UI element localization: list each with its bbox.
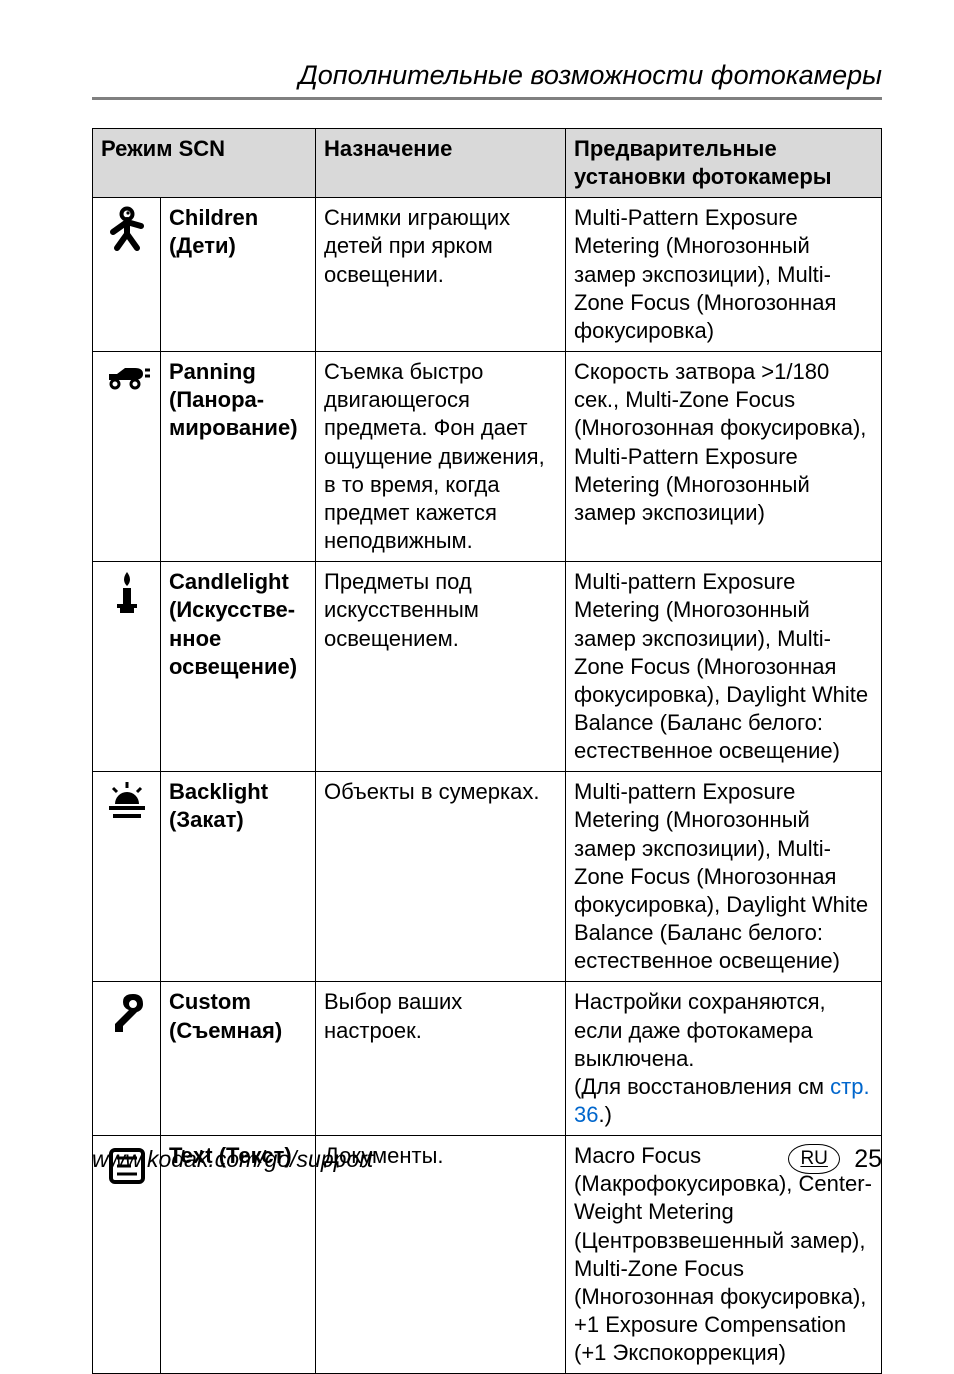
- children-icon: [103, 204, 151, 252]
- page-header: Дополнительные возможности фотокамеры: [92, 60, 882, 100]
- mode-name: Candlelight (Искусстве­нное освещение): [169, 569, 297, 678]
- table-row: Panning (Панора­мирование) Съемка быстро…: [93, 352, 882, 562]
- table-row: Custom (Съемная) Выбор ваших настроек. Н…: [93, 982, 882, 1136]
- th-purpose: Назначение: [316, 129, 566, 198]
- purpose-cell: Выбор ваших настроек.: [316, 982, 566, 1136]
- footer-right: RU 25: [788, 1144, 882, 1174]
- th-preset: Предварительные установки фотокамеры: [566, 129, 882, 198]
- purpose-cell: Предметы под искусственным освещением.: [316, 562, 566, 772]
- preset-text-pre: Настройки сохраняются, если даже фотокам…: [574, 989, 830, 1098]
- preset-cell: Multi-Pattern Exposure Metering (Многозо…: [566, 198, 882, 352]
- mode-name-cell: Custom (Съемная): [161, 982, 316, 1136]
- page-number: 25: [854, 1145, 882, 1174]
- table-header-row: Режим SCN Назначение Предварительные уст…: [93, 129, 882, 198]
- scn-modes-table: Режим SCN Назначение Предварительные уст…: [92, 128, 882, 1374]
- mode-name-cell: Candlelight (Искусстве­нное освещение): [161, 562, 316, 772]
- language-badge: RU: [788, 1144, 840, 1174]
- purpose-cell: Съемка быстро двигающегося предмета. Фон…: [316, 352, 566, 562]
- panning-icon: [103, 358, 151, 406]
- mode-name: Custom (Съемная): [169, 989, 282, 1042]
- mode-icon-cell: [93, 198, 161, 352]
- section-title: Дополнительные возможности фотокамеры: [299, 60, 882, 91]
- table-row: Children (Дети) Снимки играющих детей пр…: [93, 198, 882, 352]
- mode-name: Panning (Панора­мирование): [169, 359, 298, 440]
- preset-cell: Скорость затвора >1/180 сек., Multi-Zone…: [566, 352, 882, 562]
- mode-name-cell: Panning (Панора­мирование): [161, 352, 316, 562]
- page-footer: www.kodak.com/go/support RU 25: [92, 1144, 882, 1174]
- purpose-cell: Снимки играющих детей при ярком освещени…: [316, 198, 566, 352]
- mode-icon-cell: [93, 562, 161, 772]
- th-mode: Режим SCN: [93, 129, 316, 198]
- table-row: Candlelight (Искусстве­нное освещение) П…: [93, 562, 882, 772]
- preset-text-post: .): [598, 1102, 611, 1127]
- mode-name: Children (Дети): [169, 205, 258, 258]
- mode-icon-cell: [93, 772, 161, 982]
- preset-cell: Настройки сохраняются, если даже фотокам…: [566, 982, 882, 1136]
- backlight-icon: [103, 778, 151, 826]
- mode-name: Backlight (Закат): [169, 779, 268, 832]
- purpose-cell: Объекты в сумерках.: [316, 772, 566, 982]
- candle-icon: [103, 568, 151, 616]
- support-url[interactable]: www.kodak.com/go/support: [92, 1146, 373, 1173]
- custom-icon: [103, 988, 151, 1036]
- page-container: Дополнительные возможности фотокамеры Ре…: [0, 0, 954, 1214]
- mode-name-cell: Backlight (Закат): [161, 772, 316, 982]
- mode-icon-cell: [93, 352, 161, 562]
- language-code: RU: [800, 1148, 827, 1170]
- mode-icon-cell: [93, 982, 161, 1136]
- preset-cell: Multi-pattern Exposure Metering (Многозо…: [566, 772, 882, 982]
- table-row: Backlight (Закат) Объекты в сумерках. Mu…: [93, 772, 882, 982]
- preset-cell: Multi-pattern Exposure Metering (Многозо…: [566, 562, 882, 772]
- mode-name-cell: Children (Дети): [161, 198, 316, 352]
